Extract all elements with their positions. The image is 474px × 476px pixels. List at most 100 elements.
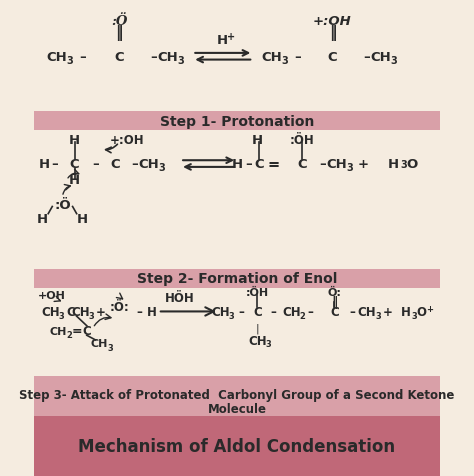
Text: H: H [231, 158, 243, 171]
Text: 3: 3 [107, 343, 113, 352]
Text: –: – [319, 158, 326, 171]
Text: +: + [426, 304, 433, 313]
Text: 3: 3 [281, 56, 288, 66]
Text: 3: 3 [375, 311, 381, 320]
Text: –: – [350, 305, 356, 318]
Text: +: + [357, 158, 368, 171]
Text: CH: CH [138, 158, 159, 171]
Text: CH: CH [46, 50, 67, 64]
Text: C: C [330, 305, 339, 318]
Text: Step 2- Formation of Enol: Step 2- Formation of Enol [137, 271, 337, 286]
Text: 3: 3 [400, 159, 407, 169]
Text: H: H [38, 158, 50, 171]
Text: H: H [69, 134, 80, 147]
Text: H: H [252, 134, 263, 147]
Text: +:OH: +:OH [313, 15, 352, 28]
Text: O: O [406, 158, 417, 171]
FancyBboxPatch shape [34, 0, 440, 112]
Text: CH: CH [50, 326, 67, 336]
Text: –: – [245, 158, 252, 171]
Text: 2: 2 [66, 330, 72, 339]
Text: CH: CH [72, 305, 90, 318]
Text: CH: CH [357, 305, 376, 318]
Text: 3: 3 [89, 311, 94, 320]
FancyBboxPatch shape [34, 131, 440, 269]
Text: Step 3- Attack of Protonated  Carbonyl Group of a Second Ketone: Step 3- Attack of Protonated Carbonyl Gr… [19, 388, 455, 402]
Text: H: H [401, 305, 410, 318]
Text: –: – [137, 305, 143, 318]
Text: Step 1- Protonation: Step 1- Protonation [160, 114, 314, 129]
Text: Ö:: Ö: [328, 288, 341, 298]
Text: C: C [110, 158, 120, 171]
Text: 3: 3 [346, 163, 353, 173]
Text: CH: CH [371, 50, 392, 64]
Text: CH: CH [90, 339, 108, 348]
Text: C: C [255, 158, 264, 171]
Text: |: | [255, 323, 259, 334]
Text: Molecule: Molecule [208, 402, 266, 415]
Text: +: + [96, 305, 106, 318]
Text: Mechanism of Aldol Condensation: Mechanism of Aldol Condensation [78, 437, 396, 456]
Text: 3: 3 [391, 56, 398, 66]
Text: –: – [271, 305, 276, 318]
Text: :ÖH: :ÖH [246, 288, 269, 298]
Text: +:OH: +:OH [110, 134, 145, 147]
Text: =: = [267, 157, 280, 172]
Text: CH: CH [248, 334, 266, 347]
Text: –: – [307, 305, 313, 318]
Text: CH: CH [211, 305, 230, 318]
Text: –: – [294, 50, 301, 64]
Text: 3: 3 [229, 311, 235, 320]
Text: +OH: +OH [38, 290, 66, 300]
Text: ‖: ‖ [331, 296, 337, 309]
Text: C: C [114, 50, 124, 64]
Text: –: – [131, 158, 138, 171]
FancyBboxPatch shape [34, 269, 440, 288]
Text: :ÖH: :ÖH [290, 134, 314, 147]
Text: =: = [71, 324, 82, 337]
Text: CH: CH [326, 158, 347, 171]
Text: HÖH: HÖH [165, 291, 195, 304]
Text: 3: 3 [178, 56, 184, 66]
Text: ‖: ‖ [328, 25, 336, 41]
Text: CH: CH [261, 50, 282, 64]
Text: C: C [66, 305, 75, 318]
Text: CH: CH [158, 50, 178, 64]
Text: –: – [238, 305, 244, 318]
Text: :Ö: :Ö [111, 15, 128, 28]
Text: CH: CH [283, 305, 301, 318]
Text: C: C [70, 158, 80, 171]
Text: H: H [388, 158, 399, 171]
Text: :Ö: :Ö [54, 198, 71, 211]
Text: 3: 3 [66, 56, 73, 66]
Text: C: C [82, 324, 91, 337]
Text: –: – [150, 50, 157, 64]
Text: 3: 3 [158, 163, 165, 173]
Text: –: – [79, 50, 86, 64]
Text: ‖: ‖ [116, 25, 123, 41]
Text: +: + [227, 32, 235, 42]
Text: 2: 2 [300, 311, 306, 320]
Text: H: H [69, 173, 80, 187]
Text: C: C [253, 305, 262, 318]
Text: +: + [382, 305, 392, 318]
Text: 3: 3 [265, 340, 271, 348]
Text: H: H [36, 212, 48, 226]
Text: –: – [52, 158, 58, 171]
Text: :Ö:: :Ö: [109, 300, 129, 314]
Text: O: O [417, 305, 427, 318]
Text: 3: 3 [58, 311, 64, 320]
Text: –: – [92, 158, 99, 171]
Text: –: – [364, 50, 370, 64]
Text: C: C [297, 158, 307, 171]
FancyBboxPatch shape [34, 416, 440, 476]
Text: CH: CH [41, 305, 60, 318]
Text: H: H [77, 212, 88, 226]
Text: C: C [328, 50, 337, 64]
FancyBboxPatch shape [34, 376, 440, 416]
FancyBboxPatch shape [34, 112, 440, 131]
Text: H: H [217, 34, 228, 47]
Text: H: H [147, 305, 157, 318]
FancyBboxPatch shape [34, 288, 440, 376]
Text: 3: 3 [412, 311, 418, 320]
